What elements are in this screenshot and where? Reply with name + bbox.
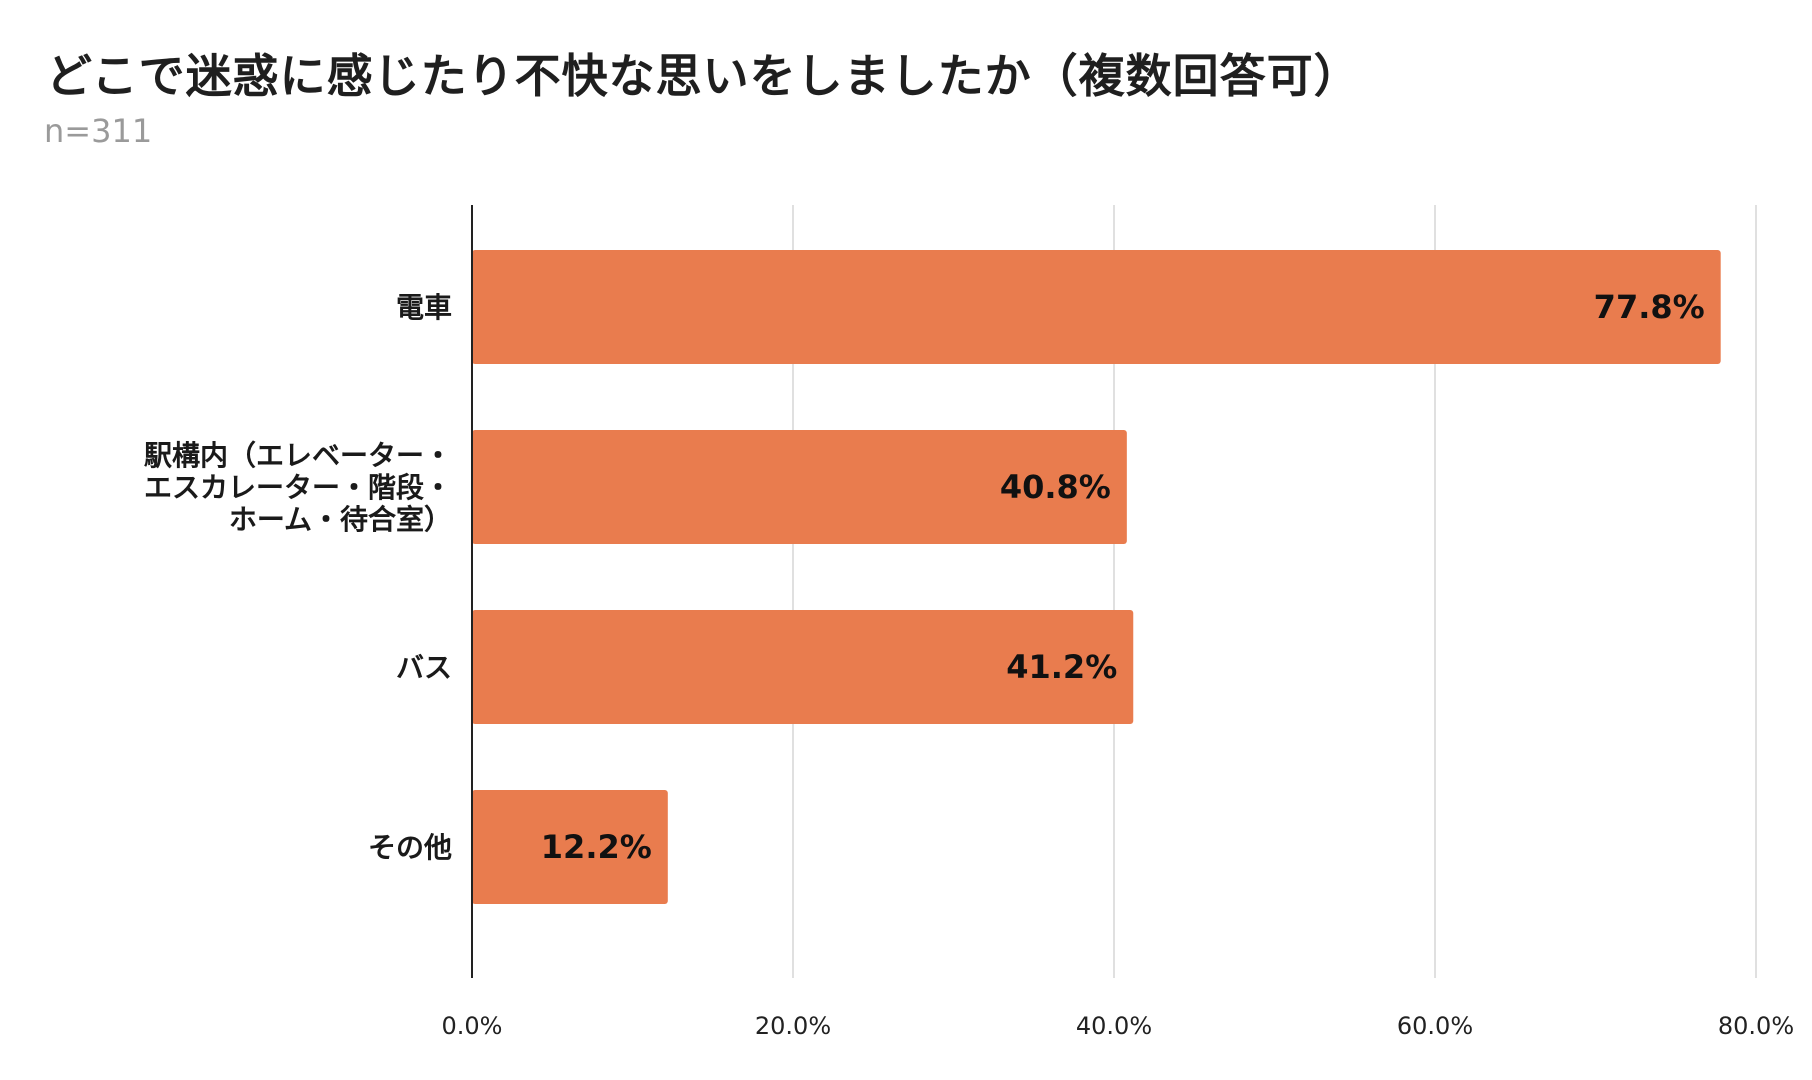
category-label-line: 電車 [396,291,452,324]
data-label-3: 12.2% [541,828,652,866]
chart-title: どこで迷惑に感じたり不快な思いをしましたか（複数回答可） [46,49,1361,103]
category-label-0: 電車 [396,291,452,324]
x-tick-label-4: 80.0% [1718,1012,1794,1040]
data-label-2: 41.2% [1006,648,1117,686]
bar-2 [472,610,1134,724]
chart-subtitle: n=311 [44,112,153,150]
data-label-1: 40.8% [1000,468,1111,506]
data-label-0: 77.8% [1594,288,1705,326]
x-tick-label-2: 40.0% [1076,1012,1152,1040]
category-label-1: 駅構内（エレベーター・エスカレーター・階段・ホーム・待合室） [144,439,452,536]
category-label-2: バス [396,651,452,684]
category-label-3: その他 [368,831,452,864]
x-tick-label-3: 60.0% [1397,1012,1473,1040]
category-label-line: エスカレーター・階段・ [144,471,452,504]
x-tick-label-1: 20.0% [755,1012,831,1040]
bar-3 [472,790,668,904]
category-label-line: 駅構内（エレベーター・ [144,439,452,472]
bar-1 [472,430,1127,544]
category-label-line: その他 [368,831,452,864]
x-tick-label-0: 0.0% [442,1012,503,1040]
category-label-line: バス [396,651,452,684]
bar-0 [472,250,1721,364]
category-label-line: ホーム・待合室） [229,503,452,536]
